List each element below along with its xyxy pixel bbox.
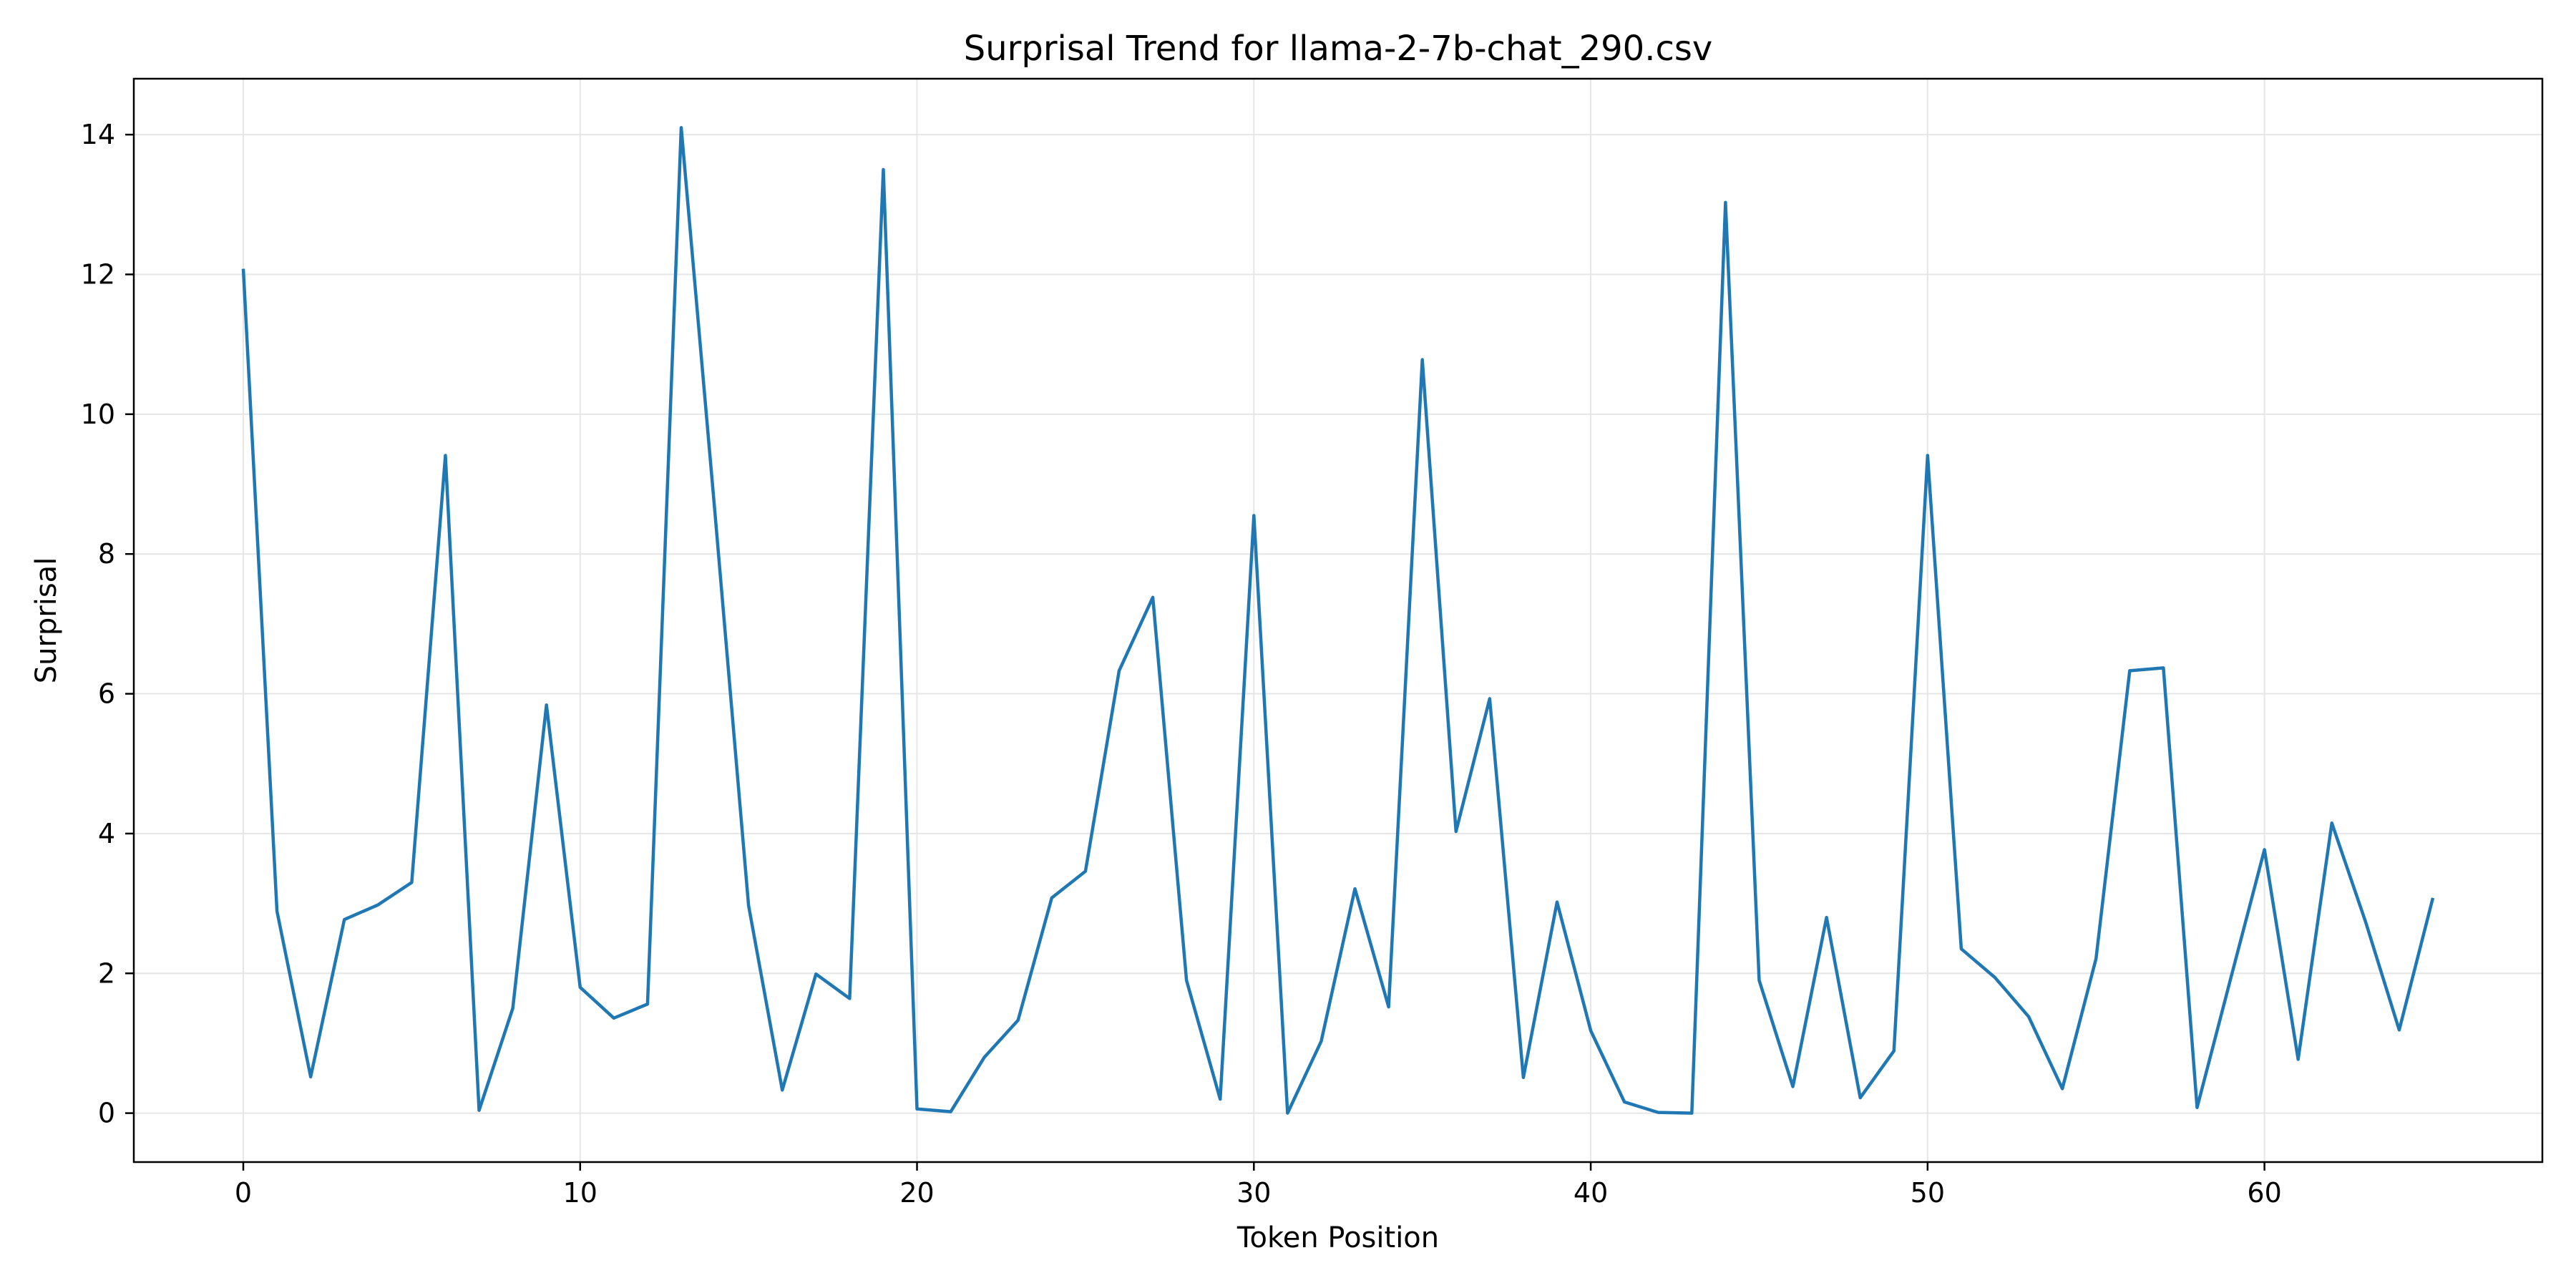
data-point: [2027, 1015, 2030, 1018]
data-point: [848, 997, 851, 1000]
data-point: [2398, 1028, 2401, 1031]
data-point: [2263, 848, 2265, 851]
chart-title: Surprisal Trend for llama-2-7b-chat_290.…: [964, 29, 1713, 69]
data-point: [1690, 1111, 1693, 1114]
data-point: [1757, 979, 1760, 982]
data-point: [1084, 869, 1087, 872]
data-point: [1488, 697, 1491, 700]
y-tick-label: 12: [81, 258, 115, 290]
data-point: [2296, 1058, 2299, 1060]
data-point: [747, 904, 750, 907]
data-point: [1219, 1098, 1221, 1101]
data-point: [2094, 957, 2097, 960]
data-point: [1994, 976, 1996, 979]
data-point: [1420, 358, 1423, 361]
data-point: [814, 972, 817, 975]
data-point: [511, 1007, 514, 1010]
data-point: [949, 1110, 952, 1113]
data-point: [1387, 1005, 1390, 1008]
data-point: [1623, 1101, 1626, 1103]
y-tick-label: 14: [81, 119, 115, 150]
data-point: [1893, 1049, 1896, 1052]
x-tick-label: 10: [563, 1177, 597, 1209]
plot-frame: [132, 77, 2544, 1163]
data-point: [713, 510, 716, 513]
data-point: [1926, 454, 1929, 457]
data-point: [309, 1075, 312, 1078]
data-point: [2229, 977, 2232, 980]
grid-layer: [134, 79, 2542, 1162]
data-point: [1151, 596, 1154, 599]
y-tick-label: 4: [98, 818, 115, 849]
y-tick-label: 10: [81, 399, 115, 430]
data-point: [2128, 669, 2131, 672]
data-point: [545, 703, 547, 706]
y-tick-label: 0: [98, 1098, 115, 1129]
x-tick-label: 30: [1236, 1177, 1271, 1209]
data-point: [2331, 821, 2333, 824]
data-point: [781, 1088, 784, 1091]
data-point: [1825, 916, 1828, 919]
data-point: [1858, 1096, 1861, 1099]
series-line: [241, 126, 2435, 1115]
data-point: [1724, 201, 1727, 204]
data-point: [1791, 1085, 1794, 1088]
data-point: [2431, 897, 2434, 899]
data-point: [1286, 1111, 1289, 1114]
data-point: [1118, 669, 1121, 672]
data-point: [1017, 1019, 1020, 1022]
data-point: [882, 168, 884, 171]
x-tick-label: 0: [235, 1177, 252, 1209]
data-point: [982, 1055, 985, 1058]
data-point: [343, 918, 346, 921]
data-point: [579, 986, 582, 989]
y-tick-label: 2: [98, 957, 115, 989]
data-point: [1050, 897, 1053, 899]
data-point: [1319, 1040, 1322, 1043]
x-tick-label: 50: [1911, 1177, 1945, 1209]
x-tick-label: 20: [899, 1177, 934, 1209]
data-point: [1522, 1076, 1525, 1079]
tick-layer: 0 10 20 30 40 50 60 0 2 4 6 8 10 12 14: [81, 119, 2282, 1209]
data-point: [646, 1002, 649, 1005]
data-point: [1556, 900, 1558, 903]
data-point: [376, 903, 379, 906]
data-point: [2195, 1106, 2198, 1109]
data-point: [1353, 887, 1356, 890]
data-point: [275, 909, 278, 912]
data-point: [1589, 1029, 1592, 1032]
data-point: [477, 1109, 480, 1112]
data-point: [915, 1108, 918, 1111]
data-point: [410, 881, 413, 884]
data-point: [242, 267, 245, 270]
data-point: [1960, 947, 1963, 950]
data-point: [1455, 830, 1458, 833]
y-axis-label: Surprisal: [30, 557, 63, 684]
y-tick-label: 8: [98, 538, 115, 570]
data-point: [2061, 1087, 2064, 1090]
data-point: [1657, 1111, 1659, 1113]
y-tick-label: 6: [98, 678, 115, 710]
data-point: [1185, 979, 1188, 982]
data-layer: [241, 126, 2435, 1115]
data-point: [1252, 514, 1255, 517]
x-axis-label: Token Position: [1236, 1221, 1439, 1254]
x-tick-label: 60: [2247, 1177, 2281, 1209]
x-tick-label: 40: [1574, 1177, 1608, 1209]
data-point: [2162, 666, 2165, 669]
data-point: [613, 1017, 615, 1020]
data-point: [680, 126, 683, 129]
data-point: [2364, 920, 2367, 923]
data-point: [444, 454, 447, 457]
